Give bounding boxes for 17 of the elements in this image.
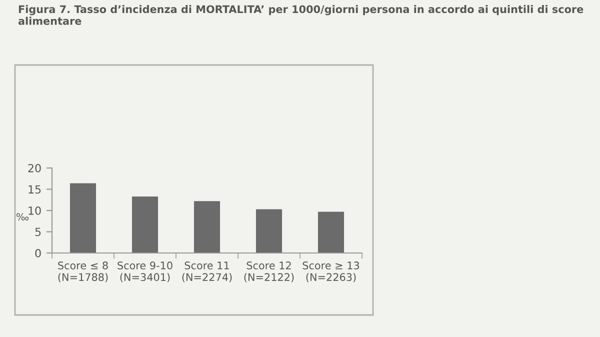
y-tick-label: 5	[35, 228, 41, 236]
chart-title: Figura 7. Tasso d’incidenza di MORTALITA’ per 1000/giorni persona in accordo ai quintili di score alimentare	[18, 5, 584, 25]
y-tick-label: 20	[28, 164, 41, 172]
y-tick-label: 0	[35, 248, 41, 258]
x-tick-label: Score ≤ 8 (N=1788)	[58, 262, 108, 282]
bar	[318, 212, 344, 253]
bar	[194, 201, 220, 253]
x-tick-label: Score 9-10 (N=3401)	[118, 262, 172, 282]
y-tick-label: 10	[28, 206, 41, 215]
bar	[132, 196, 158, 253]
bar	[70, 183, 96, 253]
bar	[256, 209, 282, 253]
y-tick-label: 15	[28, 185, 41, 194]
x-tick-label: Score 11 (N=2274)	[182, 262, 232, 282]
y-axis-title: ‰	[16, 213, 29, 221]
x-tick-label: Score ≥ 13 (N=2263)	[302, 262, 360, 282]
x-tick-label: Score 12 (N=2122)	[244, 262, 294, 282]
